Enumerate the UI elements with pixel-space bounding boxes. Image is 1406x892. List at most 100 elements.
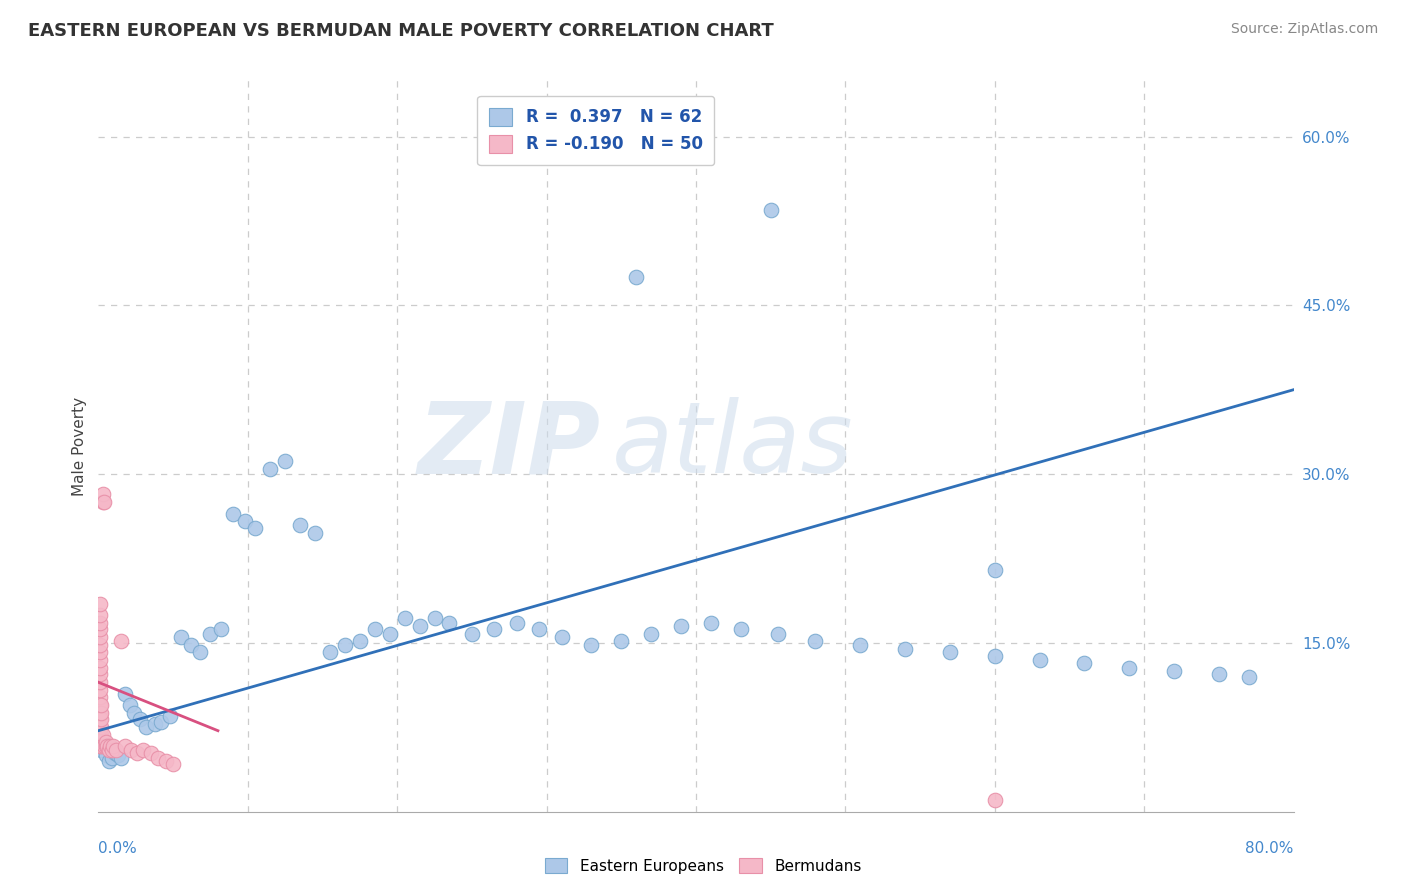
Point: [89, 690, 111, 704]
Point: [127, 746, 149, 760]
Point: [89, 645, 111, 659]
Point: [188, 645, 211, 659]
Point: [527, 623, 550, 637]
Point: [984, 563, 1007, 577]
Point: [626, 270, 648, 285]
Point: [89, 661, 111, 675]
Point: [1208, 667, 1230, 681]
Point: [89, 667, 111, 681]
Point: [96, 739, 118, 754]
Point: [90, 706, 112, 720]
Point: [90, 728, 112, 742]
Point: [107, 748, 129, 763]
Point: [135, 720, 157, 734]
Point: [155, 754, 177, 768]
Point: [640, 627, 662, 641]
Point: [120, 743, 142, 757]
Point: [89, 739, 111, 754]
Point: [180, 638, 202, 652]
Point: [101, 743, 124, 757]
Point: [89, 713, 111, 727]
Point: [233, 515, 256, 529]
Point: [669, 619, 692, 633]
Point: [101, 750, 124, 764]
Point: [766, 627, 789, 641]
Point: [394, 611, 416, 625]
Point: [150, 714, 173, 729]
Point: [94, 735, 117, 749]
Point: [200, 627, 222, 641]
Point: [148, 750, 170, 764]
Text: Source: ZipAtlas.com: Source: ZipAtlas.com: [1230, 22, 1378, 37]
Point: [94, 739, 117, 754]
Point: [90, 698, 112, 712]
Text: EASTERN EUROPEAN VS BERMUDAN MALE POVERTY CORRELATION CHART: EASTERN EUROPEAN VS BERMUDAN MALE POVERT…: [28, 22, 773, 40]
Point: [939, 645, 962, 659]
Point: [274, 453, 297, 467]
Point: [288, 517, 311, 532]
Point: [222, 507, 245, 521]
Point: [984, 649, 1007, 664]
Point: [1073, 656, 1095, 670]
Point: [804, 633, 827, 648]
Point: [89, 706, 111, 720]
Point: [89, 623, 111, 637]
Text: 0.0%: 0.0%: [98, 841, 138, 856]
Point: [91, 728, 114, 742]
Point: [91, 495, 114, 509]
Point: [114, 739, 136, 754]
Point: [132, 743, 155, 757]
Point: [984, 793, 1007, 807]
Point: [1118, 661, 1140, 675]
Point: [159, 709, 181, 723]
Point: [89, 630, 111, 644]
Point: [506, 615, 529, 630]
Point: [93, 495, 115, 509]
Point: [97, 754, 120, 768]
Point: [894, 641, 917, 656]
Point: [759, 202, 782, 217]
Point: [169, 630, 191, 644]
Point: [97, 743, 120, 757]
Point: [103, 739, 125, 754]
Point: [259, 461, 281, 475]
Point: [89, 675, 111, 690]
Point: [581, 638, 603, 652]
Point: [89, 615, 111, 630]
Point: [104, 746, 127, 760]
Point: [118, 698, 141, 712]
Point: [89, 698, 111, 712]
Point: [89, 607, 111, 622]
Point: [90, 743, 112, 757]
Point: [550, 630, 572, 644]
Point: [349, 633, 371, 648]
Point: [94, 748, 117, 763]
Text: 80.0%: 80.0%: [1246, 841, 1294, 856]
Legend: R =  0.397   N = 62, R = -0.190   N = 50: R = 0.397 N = 62, R = -0.190 N = 50: [477, 96, 714, 165]
Point: [304, 525, 326, 540]
Point: [1028, 653, 1050, 667]
Point: [423, 611, 446, 625]
Point: [90, 720, 112, 734]
Point: [364, 623, 387, 637]
Point: [90, 739, 112, 754]
Text: ZIP: ZIP: [418, 398, 600, 494]
Point: [89, 638, 111, 652]
Point: [110, 633, 132, 648]
Point: [209, 623, 232, 637]
Legend: Eastern Europeans, Bermudans: Eastern Europeans, Bermudans: [538, 852, 868, 880]
Point: [319, 645, 342, 659]
Point: [89, 728, 111, 742]
Point: [90, 713, 112, 727]
Point: [124, 706, 146, 720]
Point: [162, 757, 184, 772]
Point: [143, 717, 166, 731]
Point: [378, 627, 401, 641]
Point: [333, 638, 356, 652]
Point: [105, 743, 128, 757]
Point: [89, 720, 111, 734]
Point: [89, 653, 111, 667]
Point: [1237, 670, 1260, 684]
Point: [849, 638, 872, 652]
Point: [730, 623, 752, 637]
